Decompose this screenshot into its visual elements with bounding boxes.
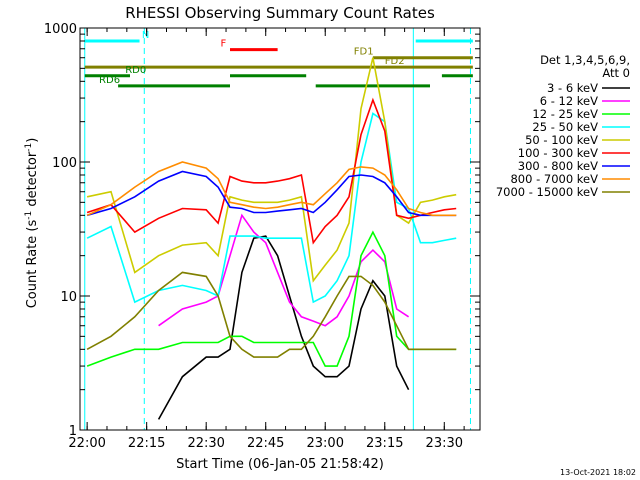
y-axis-label-sup2: -1 (24, 143, 34, 152)
series-line-5 (86, 97, 457, 245)
series-line-0 (157, 235, 410, 420)
y-tick-label-0: 1 (69, 424, 77, 439)
series-line-6 (86, 170, 457, 217)
y-axis-label-main: Count Rate (s (25, 220, 40, 309)
legend-label-1: 6 - 12 keV (540, 94, 598, 108)
legend-header-0: Det 1,3,4,5,6,9, (540, 53, 630, 67)
x-tick-label-0: 22:00 (68, 436, 105, 451)
timestamp-footer: 13-Oct-2021 18:02 (560, 468, 636, 477)
y-tick-label-3: 1000 (44, 22, 77, 37)
flag-label-rd6: RD6 (99, 75, 120, 86)
x-tick-label-2: 22:30 (187, 436, 224, 451)
legend-label-3: 25 - 50 keV (532, 120, 598, 134)
series-line-2 (86, 230, 457, 367)
y-tick-label-2: 100 (52, 156, 77, 171)
legend-label-0: 3 - 6 keV (547, 81, 598, 95)
y-axis-label: Count Rate (s-1 detector-1) (24, 138, 40, 309)
x-tick-label-1: 22:15 (128, 436, 165, 451)
y-axis-label-sup1: -1 (24, 211, 34, 220)
x-tick-label-5: 23:15 (366, 436, 403, 451)
y-tick-label-1: 10 (60, 290, 77, 305)
legend-header-1: Att 0 (602, 66, 630, 80)
series-line-7 (86, 161, 457, 217)
x-tick-label-4: 23:00 (307, 436, 344, 451)
x-axis-label: Start Time (06-Jan-05 21:58:42) (176, 457, 384, 472)
series-line-4 (86, 57, 457, 283)
legend-label-7: 800 - 7000 keV (510, 172, 598, 186)
y-axis-label-end: ) (25, 138, 40, 143)
flag-label-f: F (220, 39, 226, 50)
legend-label-8: 7000 - 15000 keV (496, 185, 598, 199)
flag-label-fd2: FD2 (385, 56, 405, 67)
legend-label-4: 50 - 100 keV (525, 133, 598, 147)
legend-label-5: 100 - 300 keV (518, 146, 598, 160)
flag-label-rd0: RD0 (125, 65, 146, 76)
legend-label-2: 12 - 25 keV (532, 107, 598, 121)
y-axis-label-mid: detector (25, 151, 40, 211)
chart-title: RHESSI Observing Summary Count Rates (125, 4, 435, 22)
flag-label-fd1: FD1 (354, 47, 374, 58)
plot-area: N F FD1 FD2 RD0 RD6 22:00 22:15 22:30 22:45 23:00 2… (44, 22, 481, 451)
series-line-8 (86, 271, 457, 358)
series-line-1 (158, 213, 410, 327)
x-tick-label-6: 23:30 (426, 436, 463, 451)
x-tick-label-3: 22:45 (247, 436, 284, 451)
flag-label-n: N (142, 30, 149, 41)
plot-frame (79, 27, 481, 431)
legend-label-6: 300 - 800 keV (518, 159, 598, 173)
